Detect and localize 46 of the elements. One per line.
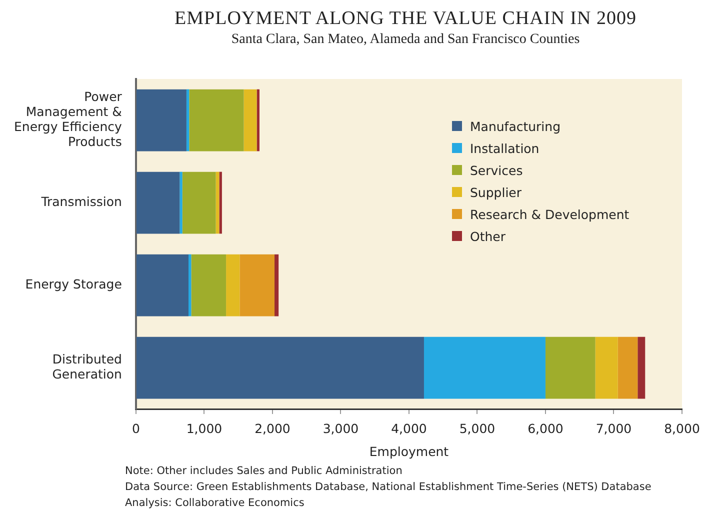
x-tick-label: 0 bbox=[132, 420, 140, 436]
bar bbox=[618, 336, 638, 399]
x-tick-label: 2,000 bbox=[254, 420, 290, 436]
bar bbox=[136, 172, 180, 234]
x-tick-label: 8,000 bbox=[664, 420, 700, 436]
bar bbox=[424, 336, 546, 399]
chart-title: EMPLOYMENT ALONG THE VALUE CHAIN IN 2009 bbox=[174, 8, 638, 30]
bar bbox=[191, 254, 226, 316]
x-tick-label: 6,000 bbox=[528, 420, 564, 436]
text: Analysis: Collaborative Economics bbox=[125, 496, 306, 511]
y-tick-label: Energy Storage bbox=[25, 276, 122, 292]
legend-label: Supplier bbox=[470, 184, 522, 200]
y-tick-label: Power Management & Energy Efficiency Products bbox=[14, 89, 123, 149]
bar bbox=[136, 89, 186, 152]
bar bbox=[256, 89, 260, 152]
bar bbox=[545, 336, 596, 399]
x-tick-label: 1,000 bbox=[186, 420, 222, 436]
bar bbox=[136, 254, 189, 316]
x-axis-title: Employment bbox=[369, 444, 449, 459]
source-note: Data Source: Green Establishments Database, National Establishment Time-Series (NETS) Database bbox=[125, 480, 652, 495]
bar bbox=[180, 172, 182, 234]
text: Note: Other includes Sales and Public Administration bbox=[125, 464, 404, 479]
bar bbox=[219, 172, 222, 234]
legend-label: Manufacturing bbox=[470, 118, 561, 134]
legend-label: Research & Development bbox=[470, 206, 630, 222]
chart-subtitle: Santa Clara, San Mateo, Alameda and San Francisco Counties bbox=[230, 32, 581, 48]
bar bbox=[189, 89, 244, 152]
x-tick-label: 5,000 bbox=[459, 420, 496, 436]
bar bbox=[244, 89, 257, 152]
bar bbox=[136, 336, 424, 399]
bar bbox=[240, 254, 275, 316]
x-tick-label: 7,000 bbox=[596, 420, 632, 436]
bar bbox=[186, 89, 190, 152]
legend-label: Services bbox=[470, 162, 523, 178]
legend-label: Other bbox=[470, 228, 506, 244]
y-tick-label: Transmission bbox=[40, 194, 122, 209]
bar bbox=[595, 336, 618, 399]
bar bbox=[226, 254, 240, 316]
x-tick-label: 4,000 bbox=[391, 420, 427, 436]
x-tick-label: 3,000 bbox=[322, 420, 359, 436]
bar bbox=[188, 254, 192, 316]
legend-label: Installation bbox=[470, 140, 540, 156]
bar bbox=[638, 336, 646, 399]
y-tick-label: Distributed Generation bbox=[52, 352, 122, 382]
bar bbox=[274, 254, 279, 316]
bar bbox=[182, 172, 216, 234]
